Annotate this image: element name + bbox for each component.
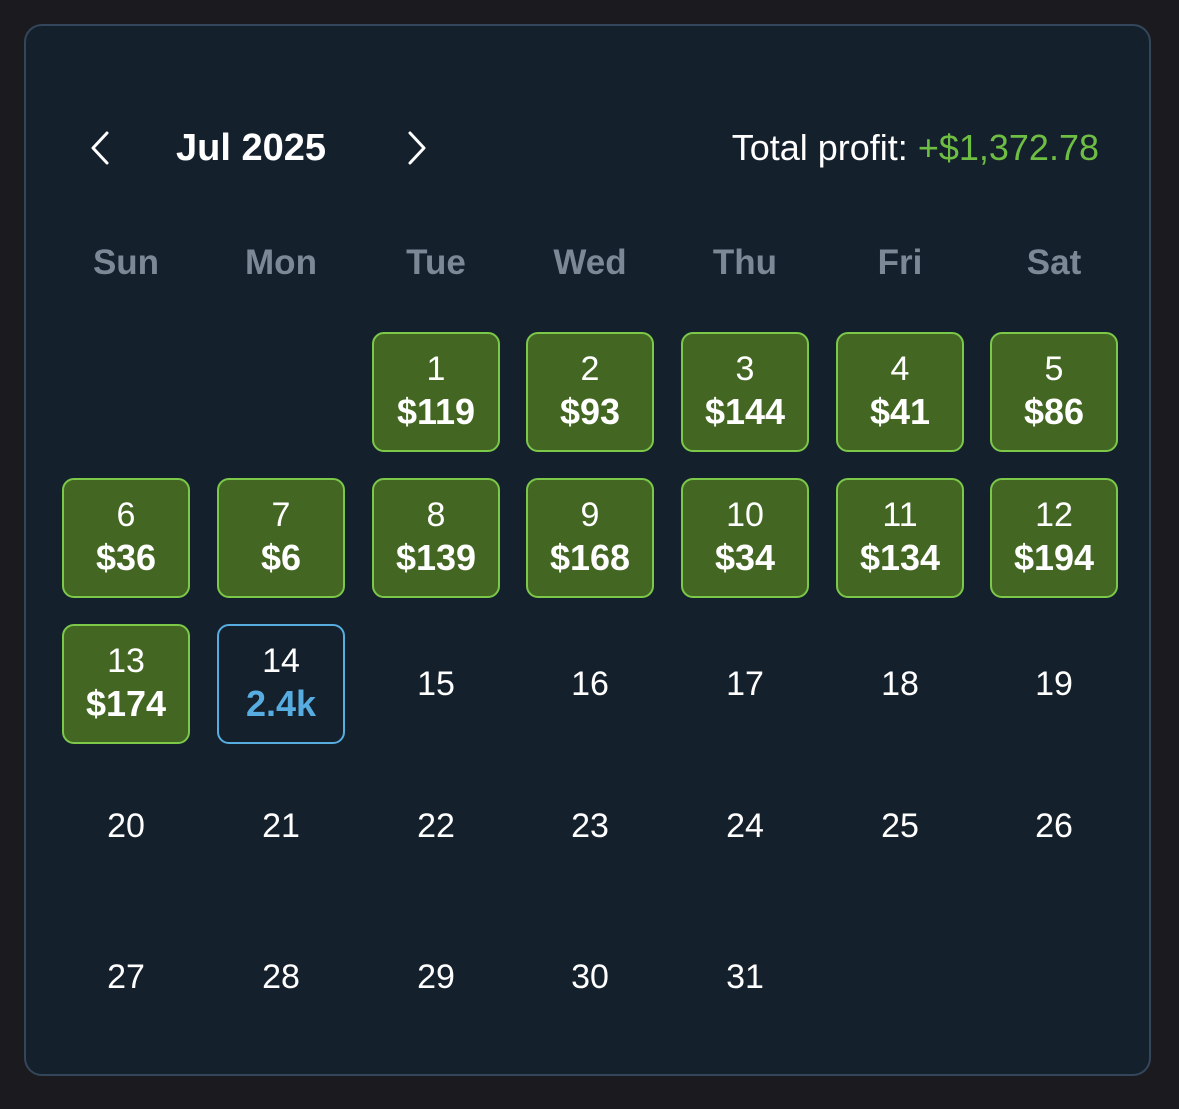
- day-cell-26[interactable]: 26: [990, 766, 1118, 886]
- day-number: 1: [426, 350, 446, 388]
- day-number: 22: [417, 807, 455, 845]
- day-cell-3[interactable]: 3 $144: [681, 332, 809, 452]
- day-profit-value: $119: [396, 391, 476, 432]
- day-profit-value: $6: [260, 537, 302, 578]
- day-profit-value: $139: [395, 537, 477, 578]
- day-profit-value: $34: [714, 537, 776, 578]
- day-profit-value: $194: [1013, 537, 1095, 578]
- day-cell-10[interactable]: 10 $34: [681, 478, 809, 598]
- day-number: 28: [262, 958, 300, 996]
- day-number: 30: [571, 958, 609, 996]
- day-cell-17[interactable]: 17: [681, 624, 809, 744]
- day-number: 20: [107, 807, 145, 845]
- weekday-header-row: Sun Mon Tue Wed Thu Fri Sat: [26, 238, 1149, 288]
- day-number: 11: [882, 496, 918, 534]
- day-cell-27[interactable]: 27: [62, 917, 190, 1037]
- day-cell-1[interactable]: 1 $119: [372, 332, 500, 452]
- day-cell-19[interactable]: 19: [990, 624, 1118, 744]
- day-cell-28[interactable]: 28: [217, 917, 345, 1037]
- weekday-thu: Thu: [712, 243, 778, 282]
- day-number: 19: [1035, 665, 1073, 703]
- day-cell-4[interactable]: 4 $41: [836, 332, 964, 452]
- day-number: 12: [1035, 496, 1073, 534]
- day-number: 27: [107, 958, 145, 996]
- day-profit-value: $134: [859, 537, 941, 578]
- weekday-wed: Wed: [553, 243, 627, 282]
- day-number: 9: [580, 496, 600, 534]
- day-number: 13: [107, 642, 145, 680]
- total-profit-label: Total profit:: [731, 127, 908, 168]
- day-number: 23: [571, 807, 609, 845]
- day-number: 14: [262, 642, 300, 680]
- calendar-header: Jul 2025 Total profit: +$1,372.78: [26, 26, 1149, 226]
- day-cell-14[interactable]: 14 2.4k: [217, 624, 345, 744]
- day-number: 7: [271, 496, 291, 534]
- day-cell-22[interactable]: 22: [372, 766, 500, 886]
- day-number: 6: [116, 496, 136, 534]
- total-profit: Total profit: +$1,372.78: [732, 122, 1099, 174]
- day-number: 29: [417, 958, 455, 996]
- day-cell-12[interactable]: 12 $194: [990, 478, 1118, 598]
- day-cell-8[interactable]: 8 $139: [372, 478, 500, 598]
- day-cell-2[interactable]: 2 $93: [526, 332, 654, 452]
- day-number: 24: [726, 807, 764, 845]
- weekday-fri: Fri: [877, 243, 923, 282]
- day-cell-13[interactable]: 13 $174: [62, 624, 190, 744]
- day-cell-16[interactable]: 16: [526, 624, 654, 744]
- day-number: 3: [735, 350, 755, 388]
- profit-calendar-panel: Jul 2025 Total profit: +$1,372.78 Sun Mon…: [24, 24, 1151, 1076]
- weekday-sat: Sat: [1026, 243, 1082, 282]
- calendar-grid: 1 $119 2 $93 3 $144 4 $41 5 $86 6 $36 7 $6 8 $139 9 $168 1…: [26, 26, 1149, 1074]
- chevron-left-icon: [91, 131, 109, 165]
- day-cell-30[interactable]: 30: [526, 917, 654, 1037]
- next-month-button[interactable]: [397, 122, 437, 174]
- day-cell-24[interactable]: 24: [681, 766, 809, 886]
- day-cell-20[interactable]: 20: [62, 766, 190, 886]
- day-number: 2: [580, 350, 600, 388]
- previous-month-button[interactable]: [80, 122, 120, 174]
- day-number: 17: [726, 665, 764, 703]
- month-title: Jul 2025: [176, 127, 326, 169]
- day-cell-31[interactable]: 31: [681, 917, 809, 1037]
- day-cell-29[interactable]: 29: [372, 917, 500, 1037]
- day-number: 26: [1035, 807, 1073, 845]
- day-cell-11[interactable]: 11 $134: [836, 478, 964, 598]
- day-number: 18: [881, 665, 919, 703]
- day-number: 31: [726, 958, 764, 996]
- day-number: 21: [262, 807, 300, 845]
- day-profit-value: $144: [704, 391, 786, 432]
- day-cell-7[interactable]: 7 $6: [217, 478, 345, 598]
- day-number: 10: [726, 496, 764, 534]
- day-profit-value: $86: [1023, 391, 1085, 432]
- day-profit-value: $174: [85, 683, 167, 724]
- day-number: 16: [571, 665, 609, 703]
- day-cell-5[interactable]: 5 $86: [990, 332, 1118, 452]
- total-profit-value: +$1,372.78: [917, 127, 1099, 168]
- day-number: 4: [890, 350, 910, 388]
- day-cell-18[interactable]: 18: [836, 624, 964, 744]
- day-cell-25[interactable]: 25: [836, 766, 964, 886]
- day-cell-23[interactable]: 23: [526, 766, 654, 886]
- day-number: 25: [881, 807, 919, 845]
- day-cell-9[interactable]: 9 $168: [526, 478, 654, 598]
- chevron-right-icon: [408, 131, 426, 165]
- day-profit-value: 2.4k: [245, 683, 317, 724]
- day-number: 8: [426, 496, 446, 534]
- day-cell-6[interactable]: 6 $36: [62, 478, 190, 598]
- day-profit-value: $41: [869, 391, 931, 432]
- day-cell-21[interactable]: 21: [217, 766, 345, 886]
- weekday-tue: Tue: [406, 243, 466, 282]
- day-cell-15[interactable]: 15: [372, 624, 500, 744]
- weekday-mon: Mon: [245, 243, 317, 282]
- day-number: 15: [417, 665, 455, 703]
- day-profit-value: $93: [559, 391, 621, 432]
- weekday-sun: Sun: [92, 243, 160, 282]
- day-number: 5: [1044, 350, 1064, 388]
- day-profit-value: $168: [549, 537, 631, 578]
- day-profit-value: $36: [95, 537, 157, 578]
